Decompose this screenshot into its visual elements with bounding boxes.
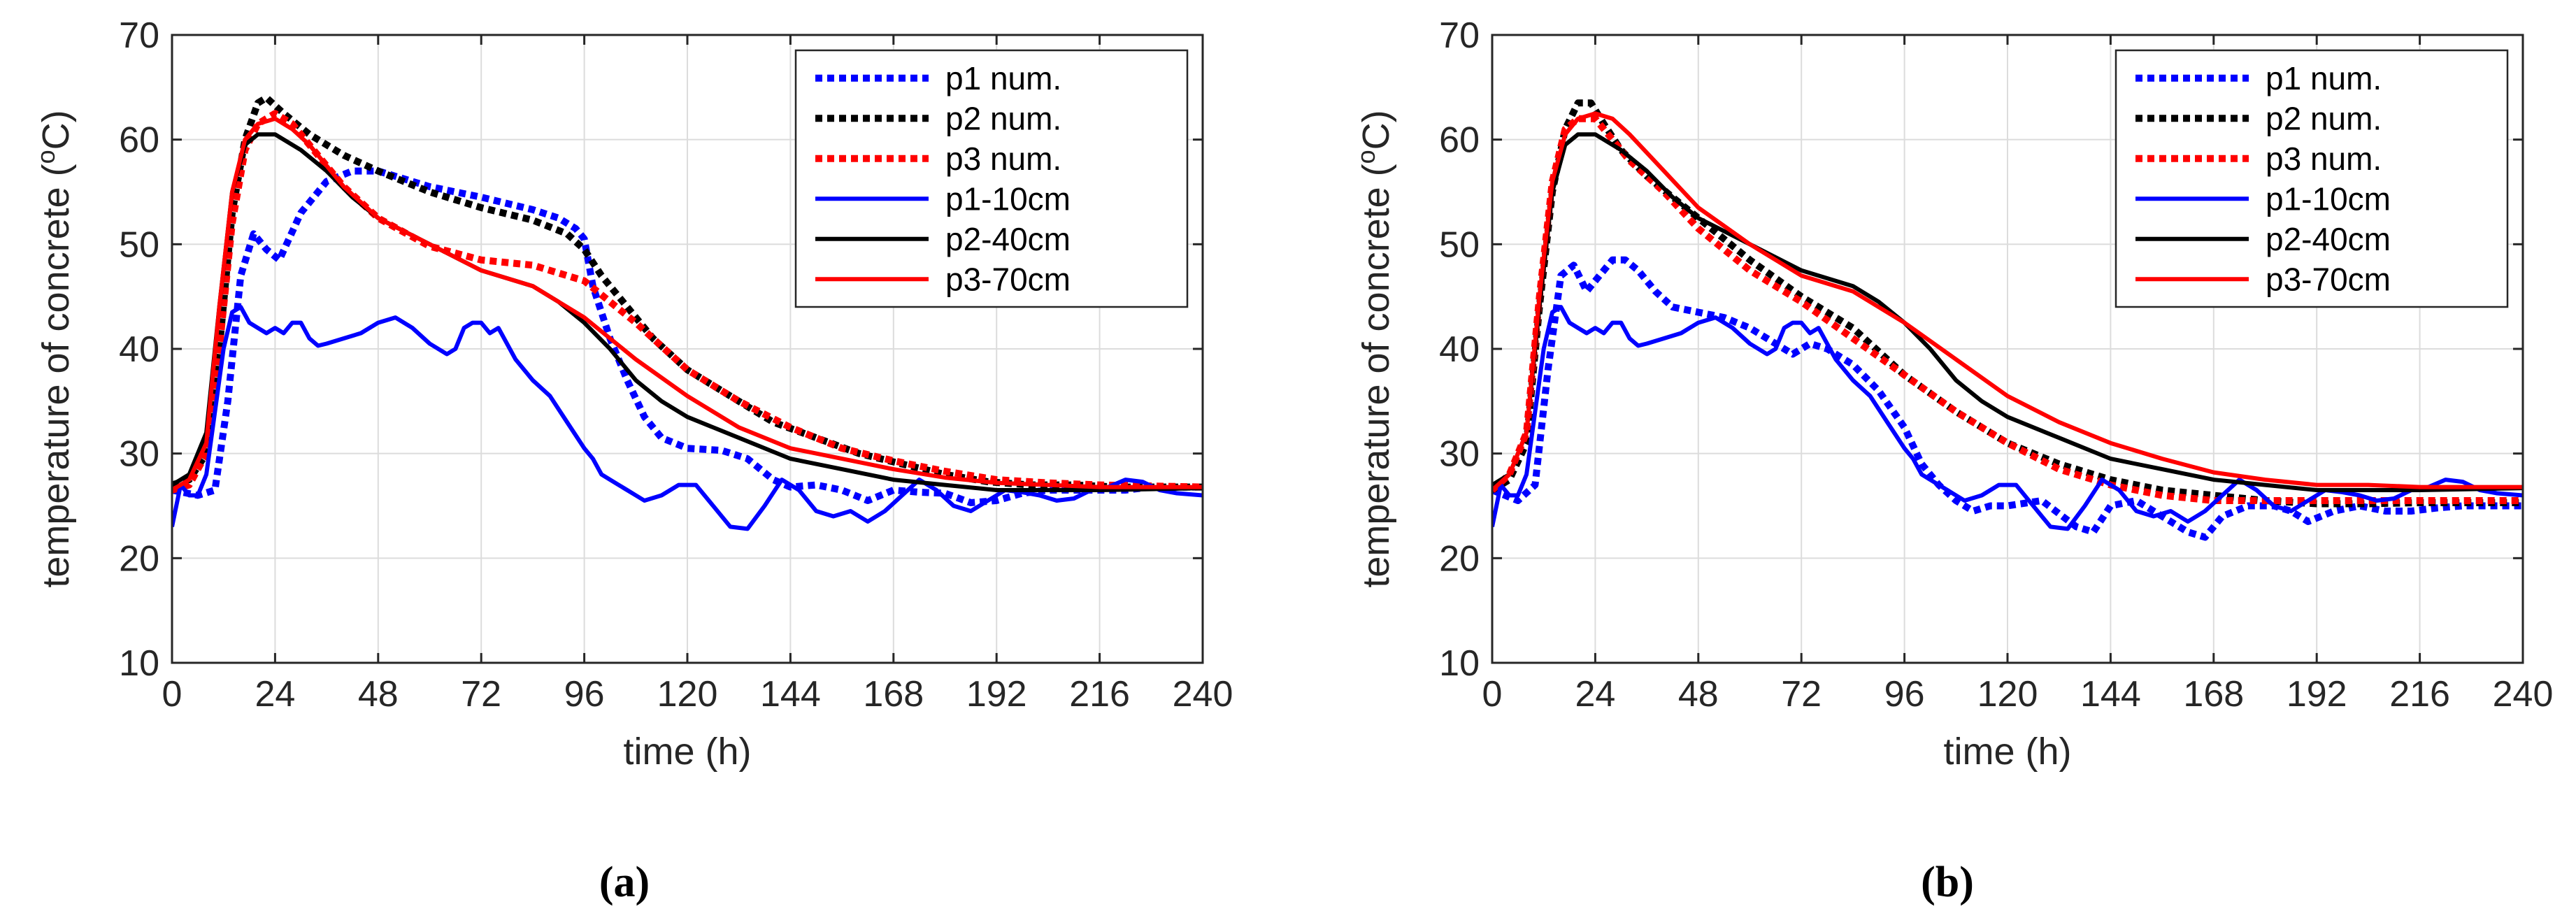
x-tick-label: 96 xyxy=(564,674,605,715)
x-tick-label: 0 xyxy=(162,674,183,715)
x-tick-label: 24 xyxy=(1575,674,1615,715)
legend-box xyxy=(2115,49,2509,308)
legend-label: p3 num. xyxy=(2266,141,2382,177)
x-tick-label: 96 xyxy=(1884,674,1925,715)
legend-label: p1-10cm xyxy=(945,180,1071,217)
legend-label: p2-40cm xyxy=(945,221,1071,257)
y-tick-label: 10 xyxy=(119,643,159,684)
series-line-p1-num xyxy=(1492,256,2523,541)
x-tick-label: 72 xyxy=(461,674,501,715)
legend-box xyxy=(794,49,1189,308)
series-line-p1-10cm xyxy=(172,305,1203,531)
y-tick-label: 30 xyxy=(119,434,159,475)
x-tick-label: 168 xyxy=(2183,674,2244,715)
series-group xyxy=(1492,99,2523,541)
x-tick-label: 144 xyxy=(760,674,821,715)
legend: p1 num. p2 num. p3 num.p1-10cm p2-40cm p3-70… xyxy=(2115,49,2509,308)
chart-panel-b: 0 24 48 72 96 120 144 168 192 216 240 10 20 30 40 50 60 7… xyxy=(1352,15,2553,906)
x-tick-label: 192 xyxy=(966,674,1027,715)
x-tick-label: 168 xyxy=(863,674,924,715)
y-tick-label: 70 xyxy=(119,15,159,56)
x-tick-label: 144 xyxy=(2080,674,2141,715)
legend-label: p3-70cm xyxy=(2266,261,2391,297)
x-tick-label: 192 xyxy=(2287,674,2347,715)
y-tick-label: 30 xyxy=(1439,434,1480,475)
x-tick-label: 120 xyxy=(1977,674,2038,715)
x-axis-label: time (h) xyxy=(623,731,751,773)
legend-label: p3-70cm xyxy=(945,261,1071,297)
y-tick-label: 50 xyxy=(119,224,159,265)
panel-label: (b) xyxy=(1921,859,1974,906)
legend-label: p2 num. xyxy=(2266,100,2382,136)
y-tick-label: 20 xyxy=(1439,538,1480,579)
y-tick-label: 60 xyxy=(1439,120,1480,161)
y-axis-label: temperature of concrete (oC) xyxy=(1352,110,1397,587)
series-line-p3-num xyxy=(172,110,1203,494)
y-tick-label: 70 xyxy=(1439,15,1480,56)
y-tick-label: 20 xyxy=(119,538,159,579)
x-tick-label: 48 xyxy=(1678,674,1719,715)
series-line-p1-num xyxy=(172,167,1203,506)
x-axis-label: time (h) xyxy=(1943,731,2071,773)
x-tick-label: 72 xyxy=(1781,674,1822,715)
x-tick-label: 216 xyxy=(2389,674,2450,715)
y-tick-label: 10 xyxy=(1439,643,1480,684)
series-group xyxy=(172,94,1203,531)
legend: p1 num. p2 num. p3 num.p1-10cm p2-40cm p3-70… xyxy=(794,49,1189,308)
x-tick-label: 216 xyxy=(1069,674,1130,715)
series-line-p2-num xyxy=(1492,99,2523,508)
x-tick-label: 120 xyxy=(657,674,718,715)
legend-label: p1 num. xyxy=(945,60,1061,96)
x-tick-label: 0 xyxy=(1482,674,1503,715)
series-line-p2-40cm xyxy=(1492,132,2523,492)
legend-label: p2 num. xyxy=(945,100,1061,136)
series-line-p1-10cm xyxy=(1492,305,2523,531)
series-line-p3-70cm xyxy=(172,116,1203,492)
panel-label: (a) xyxy=(599,859,650,906)
chart-panel-a: 0 24 48 72 96 120 144 168 192 216 240 10 20 30 40 50 60 7… xyxy=(31,15,1233,906)
legend-label: p3 num. xyxy=(945,141,1061,177)
y-tick-label: 50 xyxy=(1439,224,1480,265)
legend-label: p1 num. xyxy=(2266,60,2382,96)
y-axis-label: temperature of concrete (oC) xyxy=(31,110,77,587)
x-tick-label: 48 xyxy=(358,674,399,715)
legend-label: p1-10cm xyxy=(2266,180,2391,217)
legend-label: p2-40cm xyxy=(2266,221,2391,257)
y-tick-label: 60 xyxy=(119,120,159,161)
x-tick-label: 24 xyxy=(255,674,295,715)
y-tick-label: 40 xyxy=(1439,329,1480,370)
series-line-p3-70cm xyxy=(1492,111,2523,492)
y-tick-label: 40 xyxy=(119,329,159,370)
x-tick-label: 240 xyxy=(1173,674,1233,715)
x-tick-label: 240 xyxy=(2493,674,2554,715)
